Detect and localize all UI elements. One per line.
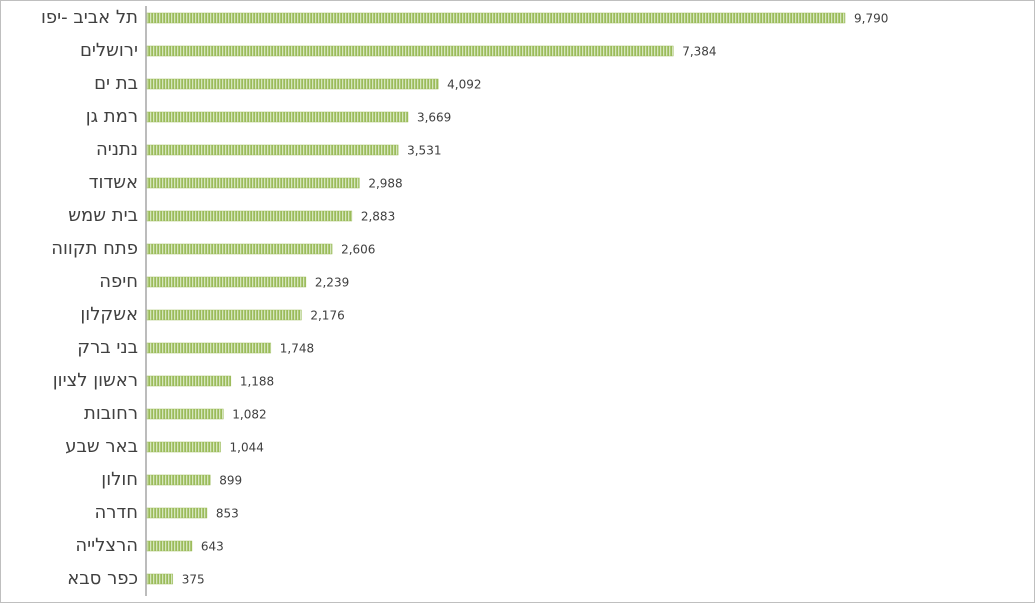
category-label: תל אביב -יפו xyxy=(41,7,138,28)
bar xyxy=(146,111,409,123)
value-label: 2,176 xyxy=(310,309,344,323)
category-label: פתח תקווה xyxy=(51,238,138,259)
bar xyxy=(146,243,333,255)
category-label: בני ברק xyxy=(77,337,138,358)
category-label: חולון xyxy=(101,469,138,490)
category-label: חיפה xyxy=(99,271,138,292)
value-label: 2,988 xyxy=(368,177,402,191)
category-label: באר שבע xyxy=(65,436,138,457)
bar xyxy=(146,210,353,222)
value-label: 1,082 xyxy=(232,408,266,422)
value-label: 3,531 xyxy=(407,144,441,158)
category-label: הרצלייה xyxy=(75,535,138,556)
value-label: 2,606 xyxy=(341,243,375,257)
bar xyxy=(146,12,846,24)
value-label: 9,790 xyxy=(854,12,888,26)
value-label: 1,044 xyxy=(230,441,264,455)
category-label: רחובות xyxy=(84,403,138,424)
bar xyxy=(146,573,174,585)
value-label: 2,239 xyxy=(315,276,349,290)
bar xyxy=(146,309,302,321)
bar xyxy=(146,144,399,156)
value-label: 7,384 xyxy=(682,45,716,59)
bar xyxy=(146,441,221,453)
bar xyxy=(146,408,224,420)
bar xyxy=(146,375,232,387)
bar xyxy=(146,342,272,354)
category-label: אשקלון xyxy=(80,304,138,325)
value-label: 375 xyxy=(182,573,205,587)
bar xyxy=(146,507,208,519)
category-label: אשדוד xyxy=(89,172,138,193)
value-label: 643 xyxy=(201,540,224,554)
bar xyxy=(146,45,674,57)
category-label: רמת גן xyxy=(86,106,138,127)
value-label: 3,669 xyxy=(417,111,451,125)
category-label: ירושלים xyxy=(80,40,138,61)
bar xyxy=(146,540,193,552)
value-label: 899 xyxy=(219,474,242,488)
value-label: 1,188 xyxy=(240,375,274,389)
value-label: 2,883 xyxy=(361,210,395,224)
category-label: נתניה xyxy=(96,139,138,160)
value-label: 853 xyxy=(216,507,239,521)
category-label: חדרה xyxy=(94,502,138,523)
bar xyxy=(146,177,360,189)
category-label: כפר סבא xyxy=(67,568,138,589)
bar xyxy=(146,276,307,288)
category-label: ראשון לציון xyxy=(53,370,138,391)
bar xyxy=(146,78,439,90)
category-label: בת ים xyxy=(94,73,138,94)
category-label: בית שמש xyxy=(68,205,138,226)
bar xyxy=(146,474,211,486)
value-label: 1,748 xyxy=(280,342,314,356)
value-label: 4,092 xyxy=(447,78,481,92)
